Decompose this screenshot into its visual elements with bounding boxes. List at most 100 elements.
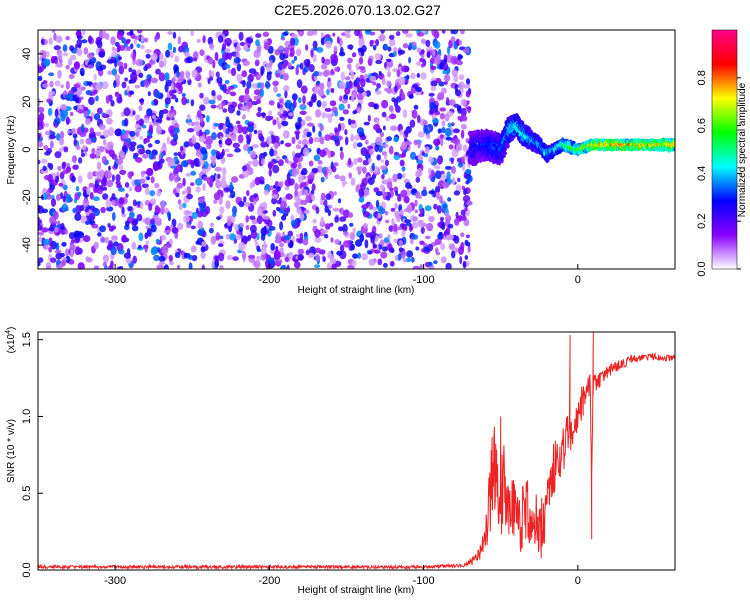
spectrogram-cell: [294, 190, 298, 197]
spectrogram-cell: [163, 57, 167, 67]
spectrogram-cell: [150, 224, 157, 233]
spectrogram-cell: [218, 139, 222, 145]
spectrogram-cell: [298, 140, 302, 145]
spectrogram-cell: [428, 174, 432, 180]
snr-x-ticks: -300 -200 -100 0: [104, 565, 581, 587]
spectrogram-cell: [65, 36, 70, 41]
spectrogram-cell: [215, 71, 220, 78]
spectrogram-cell: [219, 264, 224, 269]
spectrogram-cell: [76, 145, 81, 150]
spectrogram-cell: [500, 154, 506, 158]
spectrogram-cell: [281, 231, 286, 238]
spectrogram-cell: [311, 183, 316, 192]
spectrogram-cell: [230, 67, 237, 77]
spectrogram-cell: [301, 103, 306, 108]
spectrogram-cell: [342, 109, 349, 115]
spectrogram-cell: [145, 53, 151, 59]
spectrogram-cell: [442, 69, 448, 75]
spectrogram-cell: [111, 46, 116, 52]
spectrogram-cell: [131, 225, 139, 232]
spectrogram-cell: [236, 63, 242, 72]
spectrogram-cell: [350, 243, 355, 251]
spectrogram-cell: [367, 145, 374, 150]
spectrogram-cell: [408, 94, 414, 99]
spectrogram-cell: [57, 69, 62, 79]
spectrogram-cell: [414, 199, 418, 207]
spectrogram-cell: [326, 262, 332, 269]
spectrogram-cell: [154, 182, 160, 189]
colorbar-tick-label: 0.6: [696, 118, 708, 133]
spectrogram-cell: [428, 156, 434, 164]
spectrogram-cell: [334, 239, 341, 245]
spectrogram-cell: [135, 114, 141, 121]
spectrogram-cell: [424, 146, 430, 154]
spectrogram-cell: [106, 206, 114, 212]
spectrogram-cell: [72, 164, 79, 170]
spectrogram-cell: [446, 96, 450, 103]
spectrogram-cell: [166, 136, 171, 145]
spectrogram-cell: [217, 103, 223, 111]
spectrogram-cell: [294, 182, 299, 192]
spectrogram-cell: [55, 264, 63, 269]
spectrogram-cell: [55, 175, 60, 183]
spectrogram-cell: [351, 259, 357, 267]
spectrogram-cell: [146, 108, 153, 117]
spectrogram-cell: [354, 134, 360, 141]
spectrogram-cell: [209, 43, 213, 49]
spectrogram-cell: [201, 264, 205, 269]
spectrogram-cell: [134, 185, 142, 193]
colorbar: 0.00.20.40.60.8 Normalized spectral ampl…: [696, 29, 748, 277]
spectrogram-cell: [323, 58, 331, 65]
spectrogram-cell: [280, 63, 287, 70]
spectrogram-cell: [96, 39, 103, 49]
spectrogram-cell: [457, 177, 461, 183]
spectrogram-cell: [213, 199, 218, 205]
spectrogram-cell: [331, 165, 337, 173]
spectrogram-cell: [245, 215, 249, 223]
spectrogram-cell: [60, 104, 68, 111]
spectrogram-cell: [315, 247, 321, 253]
spectrogram-cell: [237, 134, 244, 144]
spectrogram-cell: [418, 194, 423, 199]
spectrogram-cell: [367, 250, 373, 255]
spectrogram-cell: [341, 99, 348, 104]
spectrogram-cell: [417, 154, 424, 161]
snr-background: [38, 332, 675, 570]
spectrogram-cell: [422, 120, 428, 126]
spectrogram-cell: [102, 193, 109, 200]
spectrogram-cell: [462, 144, 468, 152]
spectrogram-cell: [257, 82, 262, 89]
spectrogram-cell: [150, 198, 157, 205]
spectrogram-cell: [320, 63, 328, 70]
spectrogram-cell: [83, 235, 91, 243]
spectrogram-cell: [115, 158, 123, 165]
spectrogram-cell: [338, 208, 343, 214]
spectrogram-cell: [448, 144, 454, 150]
spectrogram-cell: [211, 89, 216, 97]
spectrogram-cell: [176, 70, 180, 78]
spectrogram-cell: [165, 49, 171, 58]
spectrogram-cell: [267, 257, 275, 264]
spectrogram-cell: [416, 61, 422, 66]
spectrogram-cell: [198, 135, 205, 143]
spectrogram-cell: [430, 65, 437, 71]
spectrogram-cell: [279, 242, 285, 248]
spectrogram-cell: [339, 175, 346, 182]
spectrogram-cell: [299, 213, 305, 221]
spectrogram-cell: [92, 196, 100, 202]
spectrogram-cell: [66, 130, 71, 134]
colorbar-tick-label: 0.4: [696, 166, 708, 181]
spectrogram-cell: [435, 170, 442, 180]
spectrogram-cell: [38, 140, 42, 148]
spectrogram-cell: [77, 191, 82, 197]
spectrogram-cell: [99, 225, 107, 233]
spectrogram-cell: [305, 44, 309, 51]
spectrogram-cells: [38, 30, 675, 269]
spectrogram-cell: [288, 112, 294, 117]
spectrogram-cell: [380, 165, 387, 171]
spectrogram-cell: [68, 92, 75, 102]
spectrogram-cell: [230, 190, 236, 199]
spectrogram-cell: [427, 167, 432, 175]
spectrogram-cell: [441, 221, 446, 231]
spectrogram-cell: [456, 60, 463, 66]
